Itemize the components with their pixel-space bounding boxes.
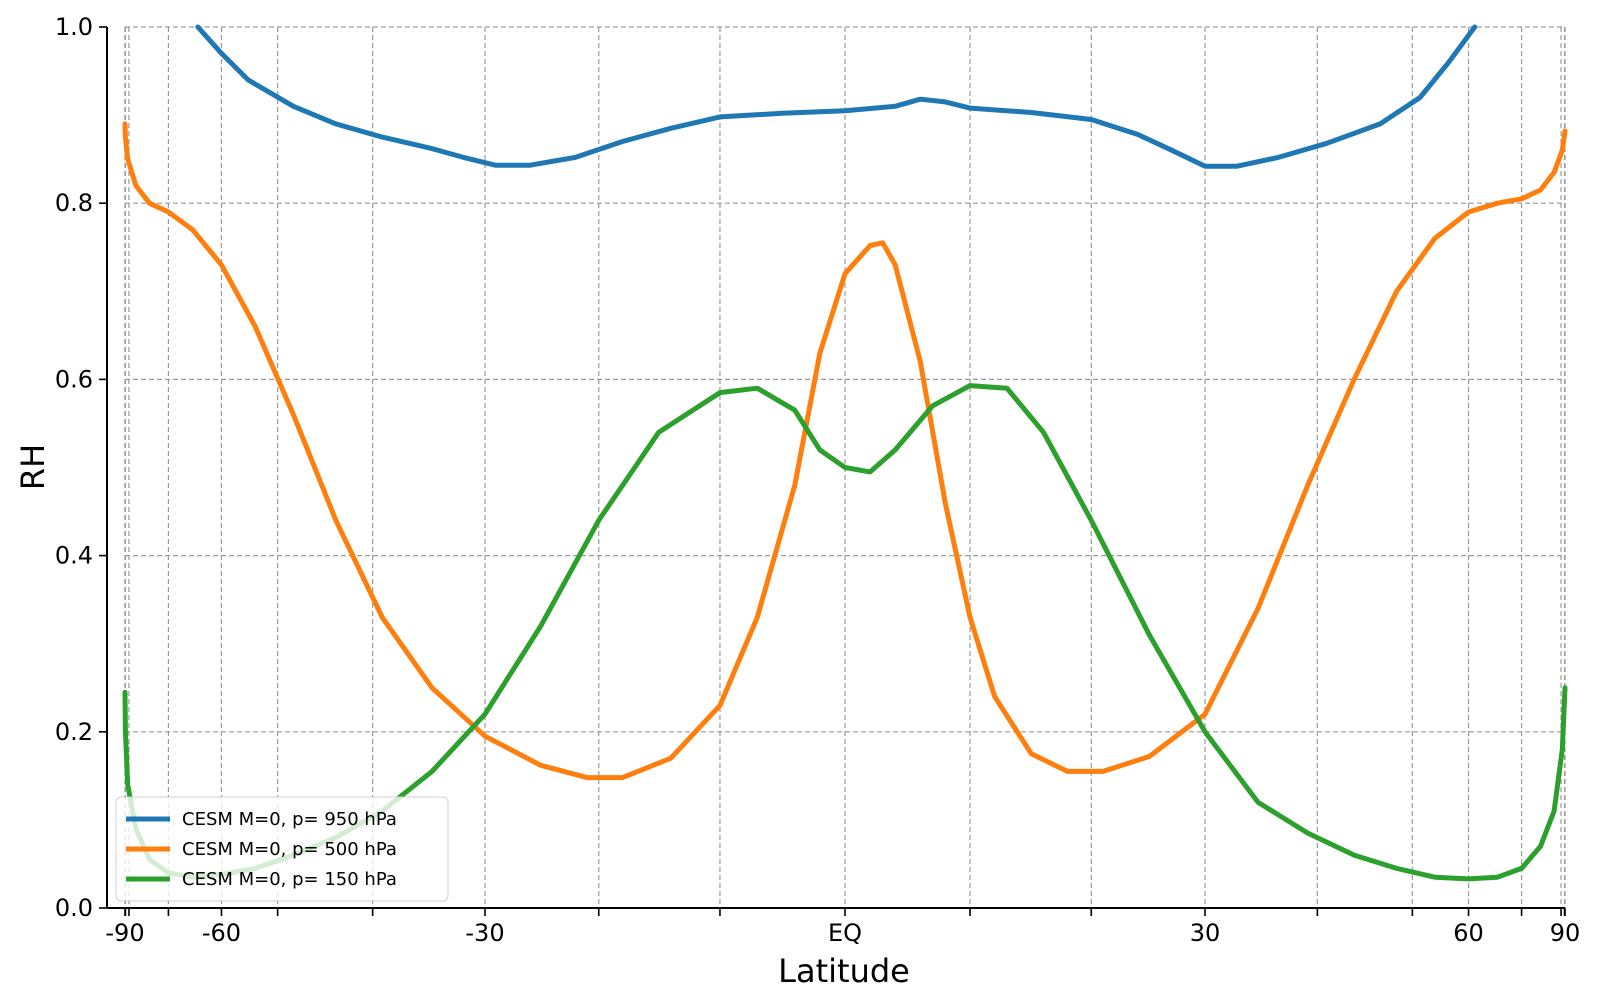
y-tick-label: 0.2 bbox=[55, 718, 93, 746]
y-axis-label: RH bbox=[14, 444, 52, 490]
legend-entry: CESM M=0, p= 150 hPa bbox=[182, 869, 397, 890]
x-tick-label: EQ bbox=[828, 919, 862, 947]
x-axis-label: Latitude bbox=[778, 952, 910, 990]
legend-entry: CESM M=0, p= 500 hPa bbox=[182, 839, 397, 860]
series-line-2 bbox=[122, 121, 1568, 781]
legend: CESM M=0, p= 950 hPa CESM M=0, p= 500 hPa… bbox=[115, 796, 449, 902]
x-tick-label: -90 bbox=[105, 919, 144, 947]
y-tick-label: 1.0 bbox=[55, 13, 93, 41]
y-tick-label: 0.0 bbox=[55, 894, 93, 922]
y-tick-label: 0.8 bbox=[55, 189, 93, 217]
x-tick-label: 60 bbox=[1453, 919, 1484, 947]
y-tick-label: 0.6 bbox=[55, 365, 93, 393]
x-tick-label: 90 bbox=[1550, 919, 1581, 947]
x-tick-label: 30 bbox=[1190, 919, 1221, 947]
series-line-1 bbox=[195, 24, 1478, 169]
legend-box bbox=[115, 796, 449, 902]
y-tick-label: 0.4 bbox=[55, 542, 93, 570]
axes: -90 -60 -30 EQ 30 60 90 0.0 0.2 0.4 0.6 0.8 1.0 bbox=[55, 13, 1580, 947]
x-tick-label: -30 bbox=[465, 919, 504, 947]
x-tick-label: -60 bbox=[202, 919, 241, 947]
legend-entry: CESM M=0, p= 950 hPa bbox=[182, 809, 397, 830]
